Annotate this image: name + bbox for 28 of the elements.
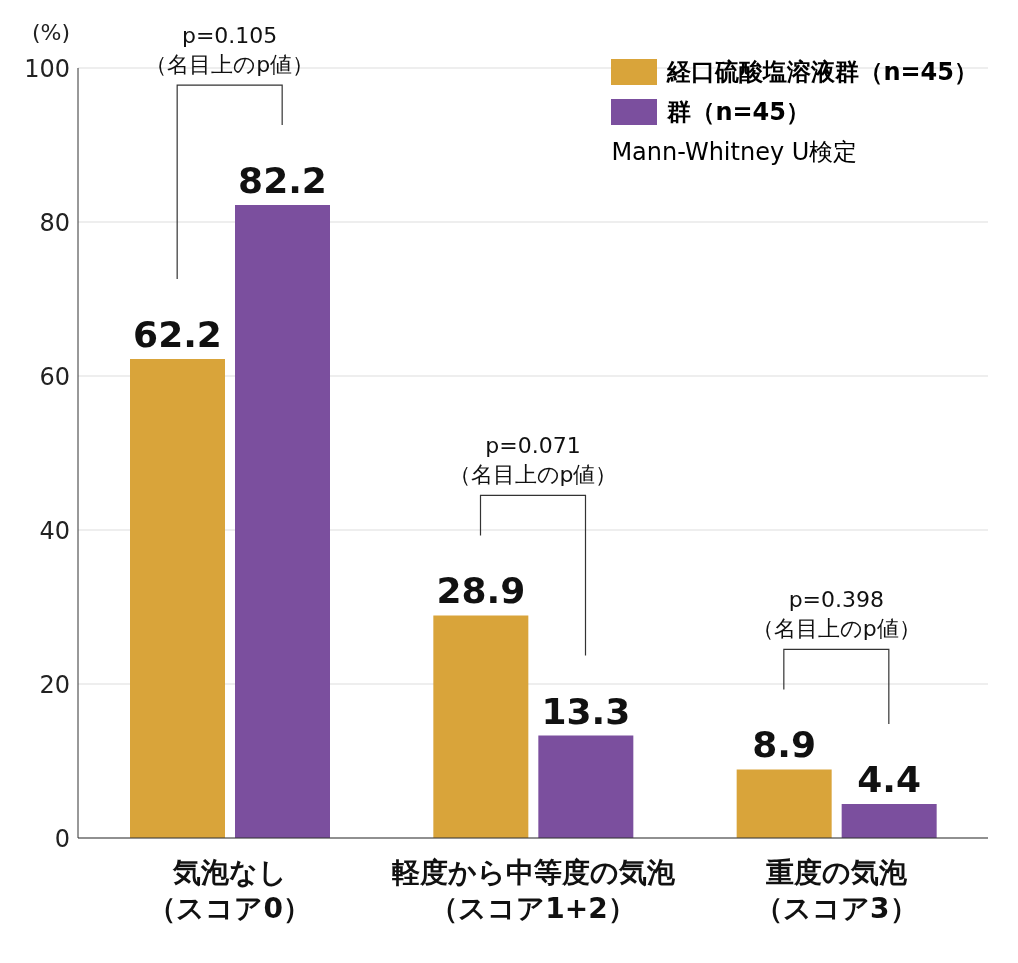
y-tick-label: 80	[39, 208, 70, 237]
x-tick-label: 軽度から中等度の気泡（スコア1+2）	[391, 856, 676, 926]
y-axis-title: (%)	[31, 20, 70, 45]
legend-label: 群（n=45）	[667, 97, 810, 128]
bar	[736, 769, 832, 838]
data-label: 82.2	[238, 160, 327, 202]
bar	[841, 804, 937, 838]
data-label: 62.2	[133, 314, 222, 356]
bar	[538, 735, 634, 838]
data-label: 8.9	[752, 724, 817, 766]
annotation: p=0.071（名目上のp値）	[448, 433, 618, 488]
annotation: p=0.105（名目上のp値）	[145, 23, 315, 77]
annotation: Mann-Whitney U検定	[611, 137, 859, 168]
y-tick-label: 100	[24, 54, 70, 83]
legend-label: 経口硫酸塩溶液群（n=45）	[667, 57, 978, 88]
y-tick-label: 20	[39, 670, 70, 699]
data-label: 13.3	[541, 690, 631, 732]
x-tick-label: 気泡なし（スコア0）	[148, 856, 311, 926]
annotation: p=0.398（名目上のp値）	[751, 587, 921, 642]
y-tick-label: 60	[39, 362, 70, 391]
x-tick-label: 重度の気泡（スコア3）	[755, 856, 918, 926]
y-tick-label: 0	[54, 824, 70, 853]
bar	[235, 205, 330, 838]
y-tick-label: 40	[39, 516, 70, 545]
data-label: 28.9	[436, 570, 526, 612]
bar	[433, 615, 529, 838]
bar	[130, 359, 225, 838]
data-label: 4.4	[857, 759, 922, 801]
